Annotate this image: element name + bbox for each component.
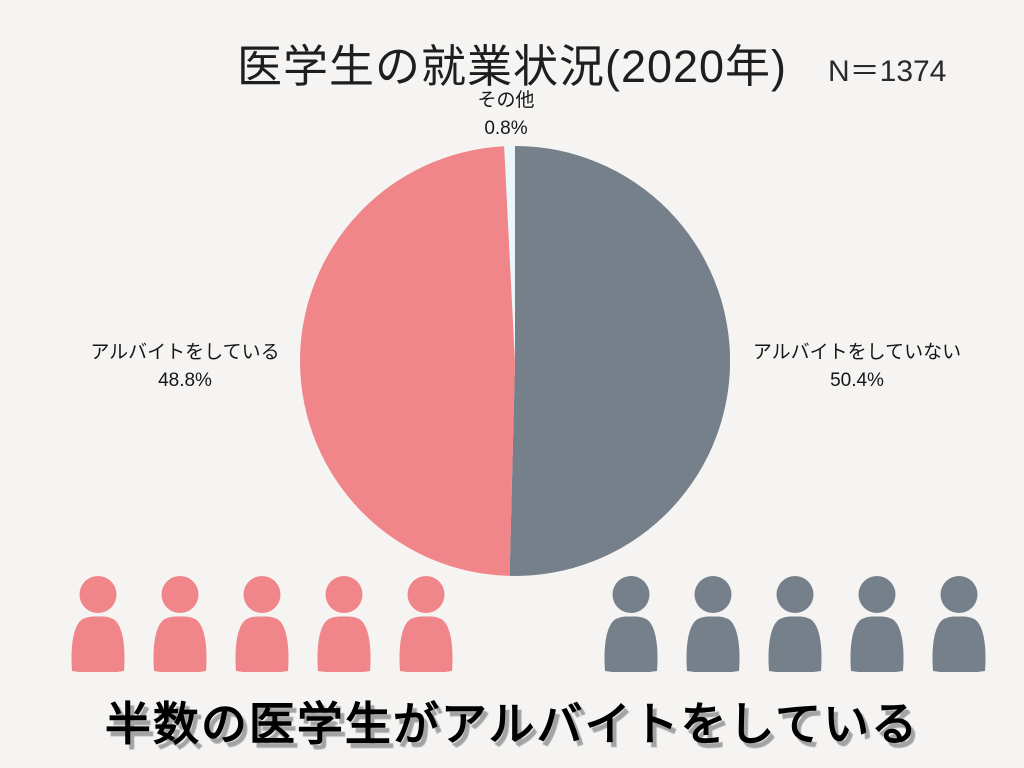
person-icon [604, 576, 658, 672]
person-icon [317, 576, 371, 672]
person-icon [235, 576, 289, 672]
slice-label-other-pct: 0.8% [484, 118, 528, 139]
footer-headline: 半数の医学生がアルバイトをしている [104, 698, 920, 750]
person-icon [850, 576, 904, 672]
slice-label-other-name: その他 [477, 90, 535, 111]
pictograph-group-not-working [598, 576, 992, 672]
pie-chart-container [300, 145, 731, 576]
pictograph-group-working [65, 576, 459, 672]
person-icon [686, 576, 740, 672]
pie-chart [300, 145, 731, 576]
sample-size-label: N＝1374 [828, 55, 947, 88]
person-icon [153, 576, 207, 672]
pie-slice-0 [509, 145, 731, 576]
slice-label-working-name: アルバイトをしている [90, 342, 280, 363]
chart-title: 医学生の就業状況(2020年) [236, 41, 788, 92]
pie-slice-1 [300, 146, 515, 576]
person-icon [768, 576, 822, 672]
slice-label-not-working: アルバイトをしていない 50.4% [753, 339, 961, 395]
person-icon [399, 576, 453, 672]
slice-label-other: その他 0.8% [477, 87, 534, 143]
person-icon [932, 576, 986, 672]
slice-label-not-working-name: アルバイトをしていない [752, 342, 962, 363]
pie-slice-2 [504, 146, 515, 361]
slice-label-not-working-pct: 50.4% [830, 370, 884, 391]
person-icon [71, 576, 125, 672]
slice-label-working-pct: 48.8% [158, 370, 212, 391]
slice-label-working: アルバイトをしている 48.8% [90, 339, 279, 395]
